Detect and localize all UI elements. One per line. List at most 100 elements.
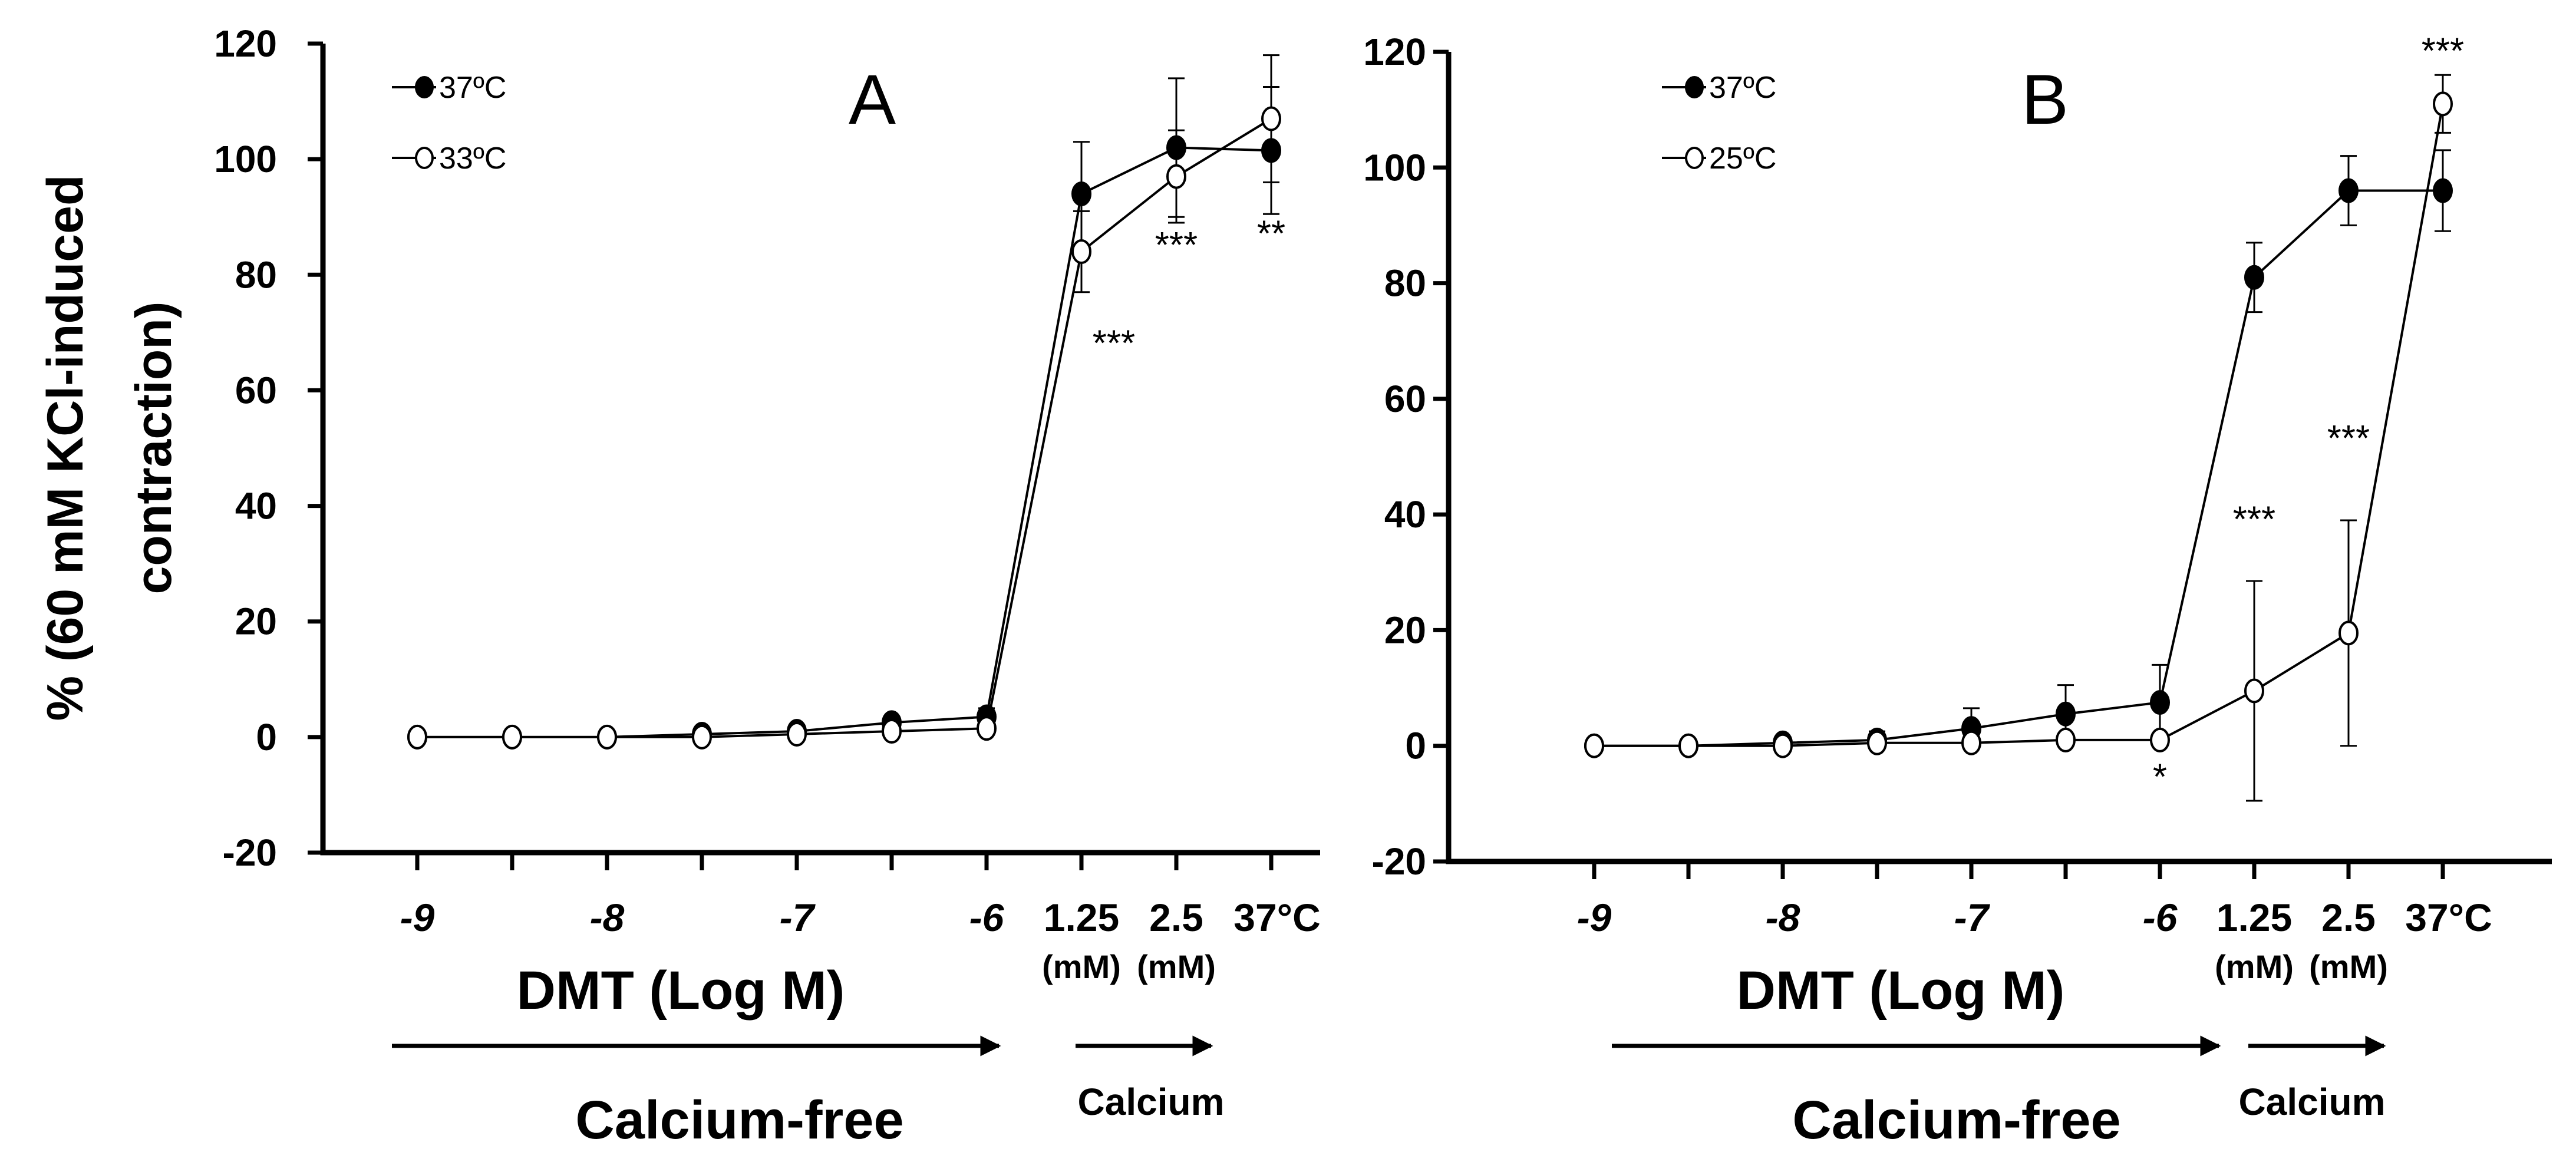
x-tick-label: 1.25 [2217,896,2292,939]
legend-entry: 33ºC [439,141,506,176]
data-point-open [882,719,902,744]
y-tick-label: 100 [1363,146,1426,189]
data-point-open [692,724,712,750]
data-point-open [2244,678,2264,704]
axes [1433,49,2552,879]
significance-annotations: ********** [2153,31,2464,798]
legend-marker-filled [415,76,434,98]
data-point-open [1584,733,1604,758]
data-point-open [597,724,617,750]
x-unit-label: (mM) [2215,948,2294,985]
data-point-open [1961,730,1981,755]
data-point-open [977,716,997,741]
data-point-open [1071,239,1091,265]
x-tick-labels: -9 -8 -7 -6 1.25 2.5 37°C (mM) (mM) [1577,896,2492,985]
x-unit-label: (mM) [1042,948,1121,985]
data-series [407,54,1281,750]
data-point-open [2338,620,2359,646]
series-line [417,117,1272,738]
y-tick-label: 80 [1384,262,1426,305]
y-axis-label: % (60 mM KCl-induced contraction) [37,175,182,721]
data-point-open [1867,730,1887,755]
y-tick-label: 100 [214,138,277,180]
y-tick-label: 120 [1363,31,1426,73]
panel-label: A [849,60,896,139]
calcium-free-label: Calcium-free [575,1090,903,1150]
data-point-filled [2338,178,2359,203]
significance-marker: * [2153,757,2167,797]
x-tick-label: -8 [590,896,625,939]
data-point-open [1678,733,1698,758]
series-line [1594,189,2443,747]
calcium-label: Calcium [2239,1081,2386,1123]
data-point-filled [2150,690,2170,715]
x-tick-label: -9 [400,896,435,939]
y-axis-label-line2: contraction) [126,302,182,595]
x-axis-label: DMT (Log M) [517,960,845,1021]
y-tick-label: 0 [1405,725,1426,767]
chart-panel-b: B 120 100 80 60 40 20 0 -20 -9 -8 -7 -6 1.25 2.5 37°C… [1363,31,2552,1150]
y-tick-labels: 120 100 80 60 40 20 0 -20 [1363,31,1426,883]
x-tick-labels: -9 -8 -7 -6 1.25 2.5 37°C (mM) (mM) [400,896,1321,985]
legend-entry: 37ºC [1709,71,1776,105]
significance-marker: *** [1093,323,1135,364]
axes [308,41,1320,870]
significance-marker: ** [1257,213,1285,254]
y-axis-label-line1: % (60 mM KCl-induced [37,175,94,721]
x-tick-label: -8 [1766,896,1800,939]
panel-label: B [2021,60,2069,139]
x-unit-label: (mM) [2309,948,2388,985]
y-tick-label: 120 [214,22,277,65]
y-tick-labels: 120 100 80 60 40 20 0 -20 [214,22,277,874]
x-tick-label: 37°C [1233,896,1320,939]
x-tick-label: 2.5 [2321,896,2376,939]
legend-marker-open [415,147,434,169]
legend: 37ºC 25ºC [1662,71,1776,176]
y-tick-label: 20 [1384,609,1426,651]
data-point-filled [2056,701,2076,727]
data-series [1584,74,2453,802]
significance-marker: *** [2327,418,2370,459]
y-tick-label: 40 [1384,493,1426,536]
data-point-open [2150,727,2170,752]
data-point-open [407,724,427,750]
y-tick-label: 0 [256,716,277,758]
data-point-open [1261,106,1281,131]
legend: 37ºC 33ºC [392,71,506,176]
data-point-open [2056,727,2076,752]
data-point-open [502,724,522,750]
chart-panel-a: A 120 100 80 60 40 20 0 -20 -9 -8 -7 -6 1.25 2.5 37°C… [214,22,1321,1150]
data-point-filled [1071,181,1091,206]
series-line [417,146,1272,738]
significance-annotations: ****** ** [1093,213,1285,364]
data-point-open [1166,164,1186,189]
x-tick-label: 2.5 [1149,896,1203,939]
calcium-free-label: Calcium-free [1792,1090,2120,1150]
significance-marker: *** [2422,31,2464,72]
calcium-label: Calcium [1078,1081,1225,1123]
legend-entry: 25ºC [1709,141,1776,176]
y-tick-label: -20 [1372,840,1427,883]
y-tick-label: 40 [235,485,277,527]
x-axis-label: DMT (Log M) [1737,960,2065,1021]
data-point-filled [2433,178,2453,203]
x-tick-label: -7 [780,896,816,939]
y-tick-label: 60 [1384,378,1426,420]
significance-marker: *** [1155,225,1198,266]
y-tick-label: 60 [235,369,277,411]
x-tick-label: -6 [2143,896,2178,939]
data-point-open [1773,733,1793,758]
y-tick-label: 20 [235,600,277,643]
significance-marker: *** [2233,500,2275,540]
x-tick-label: 37°C [2405,896,2492,939]
x-tick-label: -9 [1577,896,1612,939]
data-point-filled [2244,265,2264,290]
legend-marker-filled [1685,76,1704,98]
data-point-open [787,721,807,747]
data-point-open [2433,91,2453,117]
x-unit-label: (mM) [1137,948,1216,985]
x-tick-label: -7 [1954,896,1991,939]
series-line [1594,103,2444,747]
legend-entry: 37ºC [439,71,506,105]
